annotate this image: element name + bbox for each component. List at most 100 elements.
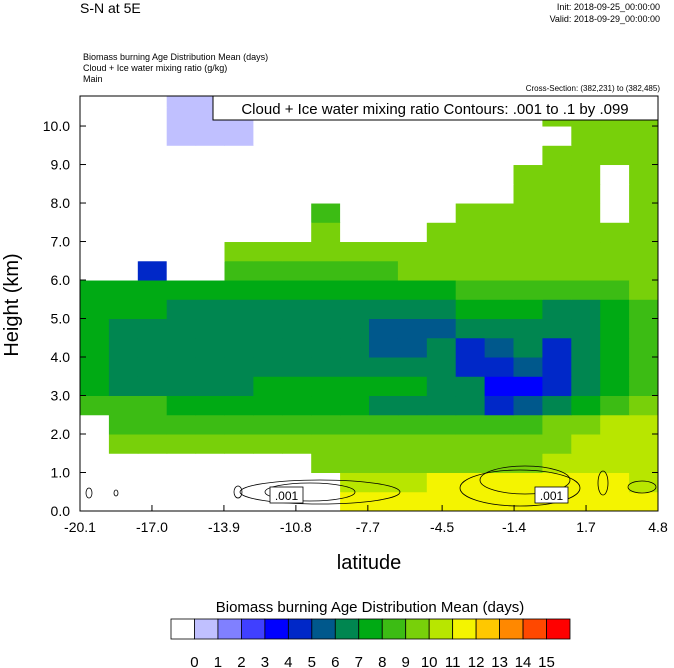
heatmap-cell: [484, 203, 514, 223]
heatmap-cell: [484, 357, 514, 377]
heatmap-cell: [542, 145, 572, 166]
heatmap-cell: [340, 203, 370, 223]
heatmap-cell: [455, 299, 486, 320]
heatmap-cell: [80, 164, 110, 185]
x-tick-label: 1.7: [576, 519, 596, 535]
colorbar-label: 3: [261, 654, 269, 668]
heatmap-cell: [282, 453, 312, 474]
heatmap-cell: [80, 491, 110, 511]
y-tick-label: 5.0: [51, 311, 71, 327]
x-tick-label: -10.8: [280, 519, 312, 535]
heatmap-cell: [137, 183, 168, 204]
heatmap-cell: [253, 164, 283, 185]
heatmap-cell: [629, 376, 658, 397]
heatmap-cell: [629, 280, 658, 300]
heatmap-cell: [166, 145, 197, 166]
heatmap-cell: [282, 222, 312, 243]
heatmap-cell: [600, 414, 630, 435]
heatmap-cell: [195, 472, 225, 493]
heatmap-cells: [80, 96, 658, 511]
heatmap-cell: [253, 318, 283, 339]
heatmap-cell: [137, 376, 168, 397]
heatmap-cell: [426, 203, 457, 223]
heatmap-cell: [369, 222, 399, 243]
heatmap-cell: [397, 280, 428, 300]
heatmap-cell: [571, 453, 601, 474]
heatmap-cell: [282, 337, 312, 358]
heatmap-cell: [195, 357, 225, 377]
heatmap-cell: [80, 241, 110, 262]
heatmap-cell: [369, 299, 399, 320]
heatmap-cell: [137, 222, 168, 243]
heatmap-cell: [340, 414, 370, 435]
heatmap-cell: [80, 260, 110, 281]
contour-label: .001: [540, 489, 564, 503]
heatmap-cell: [224, 453, 254, 474]
contour-lines: [85, 465, 657, 507]
heatmap-cell: [571, 395, 601, 416]
heatmap-cell: [311, 164, 341, 185]
heatmap-cell: [166, 96, 197, 108]
heatmap-cell: [166, 395, 197, 416]
contour-line: [459, 469, 581, 507]
heatmap-cell: [166, 222, 197, 243]
heatmap-cell: [397, 203, 428, 223]
heatmap-cell: [80, 434, 110, 454]
heatmap-cell: [282, 183, 312, 204]
heatmap-cell: [455, 183, 486, 204]
heatmap-cell: [137, 96, 168, 108]
heatmap-cell: [195, 453, 225, 474]
contour-line: [85, 487, 93, 499]
heatmap-cell: [340, 145, 370, 166]
heatmap-cell: [484, 434, 514, 454]
heatmap-cell: [224, 126, 254, 146]
heatmap-cell: [629, 145, 658, 166]
heatmap-cell: [137, 203, 168, 223]
heatmap-cell: [166, 126, 197, 146]
heatmap-cell: [426, 453, 457, 474]
heatmap-cell: [80, 337, 110, 358]
heatmap-cell: [108, 414, 139, 435]
heatmap-cell: [253, 434, 283, 454]
heatmap-cell: [455, 280, 486, 300]
y-tick-label: 9.0: [51, 157, 71, 173]
heatmap-cell: [195, 414, 225, 435]
heatmap-cell: [397, 453, 428, 474]
heatmap-cell: [340, 395, 370, 416]
heatmap-cell: [253, 145, 283, 166]
heatmap-cell: [166, 337, 197, 358]
heatmap-cell: [629, 491, 658, 511]
heatmap-cell: [397, 164, 428, 185]
heatmap-cell: [311, 145, 341, 166]
heatmap-cell: [484, 126, 514, 146]
heatmap-cell: [397, 318, 428, 339]
heatmap-cell: [253, 376, 283, 397]
heatmap-cell: [166, 472, 197, 493]
heatmap-cell: [282, 241, 312, 262]
colorbar-box: [241, 618, 266, 640]
heatmap-cell: [513, 183, 543, 204]
heatmap-cell: [369, 453, 399, 474]
heatmap-cell: [224, 434, 254, 454]
heatmap-cell: [340, 183, 370, 204]
heatmap-cell: [571, 299, 601, 320]
heatmap-cell: [195, 126, 225, 146]
heatmap-cell: [600, 280, 630, 300]
colorbar-label: 13: [491, 654, 508, 668]
heatmap-cell: [513, 299, 543, 320]
heatmap-cell: [397, 376, 428, 397]
colorbar-label: 2: [237, 654, 245, 668]
heatmap-cell: [166, 414, 197, 435]
heatmap-cell: [108, 241, 139, 262]
colorbar-box: [475, 618, 500, 640]
heatmap-cell: [484, 395, 514, 416]
heatmap-cell: [311, 241, 341, 262]
heatmap-cell: [80, 126, 110, 146]
heatmap-cell: [484, 337, 514, 358]
heatmap-cell: [282, 299, 312, 320]
heatmap-cell: [108, 434, 139, 454]
colorbar-box: [546, 618, 571, 640]
heatmap-cell: [369, 318, 399, 339]
heatmap-cell: [224, 337, 254, 358]
